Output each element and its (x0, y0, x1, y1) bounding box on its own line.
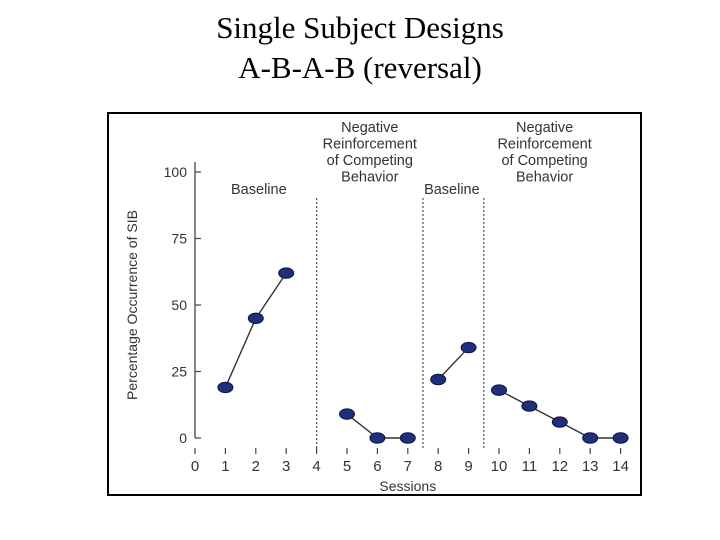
phase-series-line (498, 389, 621, 439)
y-tick-label: 25 (171, 364, 187, 380)
data-point (582, 432, 599, 444)
phase-label: of Competing (501, 153, 587, 169)
data-point (247, 312, 264, 325)
x-tick-label: 6 (373, 458, 381, 475)
x-tick-label: 1 (221, 458, 229, 475)
phase-label: Negative (516, 120, 573, 136)
y-axis-title: Percentage Occurrence of SIB (124, 210, 140, 400)
x-tick-label: 11 (522, 458, 538, 475)
x-tick-label: 7 (404, 458, 412, 475)
x-tick-label: 3 (282, 458, 290, 475)
data-point (217, 381, 234, 394)
phase-label: Reinforcement (323, 137, 417, 153)
slide-title-line-1: Single Subject Designs (216, 10, 504, 45)
y-tick-label: 75 (171, 231, 187, 247)
x-tick-label: 12 (551, 458, 568, 475)
x-tick-label: 2 (252, 458, 260, 475)
phase-label: Baseline (424, 182, 480, 198)
data-point (278, 267, 295, 279)
phase-label: of Competing (327, 153, 413, 169)
x-tick-label: 9 (464, 458, 472, 475)
y-tick-label: 100 (164, 164, 188, 180)
x-tick-label: 13 (582, 458, 599, 475)
x-tick-label: 14 (612, 458, 629, 475)
data-point (430, 373, 447, 386)
data-point (339, 408, 355, 420)
y-tick-label: 0 (179, 430, 187, 446)
slide-title: Single Subject Designs A-B-A-B (reversal… (0, 8, 720, 88)
data-point (551, 416, 568, 428)
x-tick-label: 10 (491, 458, 508, 475)
chart-frame: 0 25 50 75 100 0 1 2 3 4 5 6 7 8 9 10 11 12 13 14 Sessions Pe… (107, 112, 642, 496)
slide-title-line-2: A-B-A-B (reversal) (238, 50, 482, 85)
x-tick-label: 4 (312, 458, 320, 475)
phase-series-line (437, 347, 470, 380)
x-tick-label: 0 (191, 458, 199, 475)
phase-label: Negative (341, 120, 398, 136)
data-point (521, 400, 538, 412)
y-tick-label: 50 (171, 297, 187, 313)
x-axis-title: Sessions (379, 478, 436, 494)
phase-series-line (224, 272, 287, 388)
data-point (491, 384, 507, 396)
phase-label: Baseline (231, 182, 287, 198)
x-tick-label: 8 (434, 458, 442, 475)
data-point (369, 432, 386, 444)
phase-label: Behavior (516, 170, 573, 186)
data-point (460, 341, 477, 354)
data-point (399, 432, 416, 444)
data-point (612, 432, 629, 444)
phase-label: Behavior (341, 170, 398, 186)
x-tick-label: 5 (343, 458, 351, 475)
phase-label: Reinforcement (497, 137, 591, 153)
